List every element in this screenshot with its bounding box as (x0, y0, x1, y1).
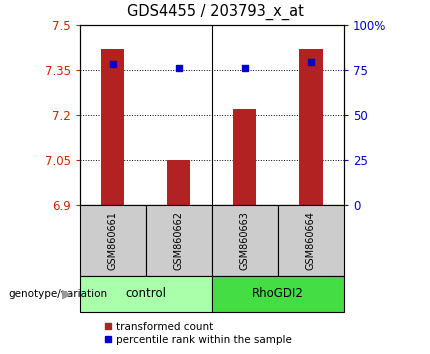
Bar (101, 49, 124, 205)
Text: GDS4455 / 203793_x_at: GDS4455 / 203793_x_at (126, 4, 304, 21)
Bar (233, 109, 256, 205)
Legend: transformed count, percentile rank within the sample: transformed count, percentile rank withi… (100, 317, 297, 349)
Text: ▶: ▶ (62, 287, 71, 300)
Text: genotype/variation: genotype/variation (9, 289, 108, 299)
Text: GSM860661: GSM860661 (108, 211, 118, 270)
Text: GSM860664: GSM860664 (306, 211, 316, 270)
Bar (299, 49, 322, 205)
Text: GSM860662: GSM860662 (174, 211, 184, 270)
Bar (167, 160, 190, 205)
Text: RhoGDI2: RhoGDI2 (252, 287, 304, 300)
Text: control: control (125, 287, 166, 300)
Text: GSM860663: GSM860663 (240, 211, 250, 270)
